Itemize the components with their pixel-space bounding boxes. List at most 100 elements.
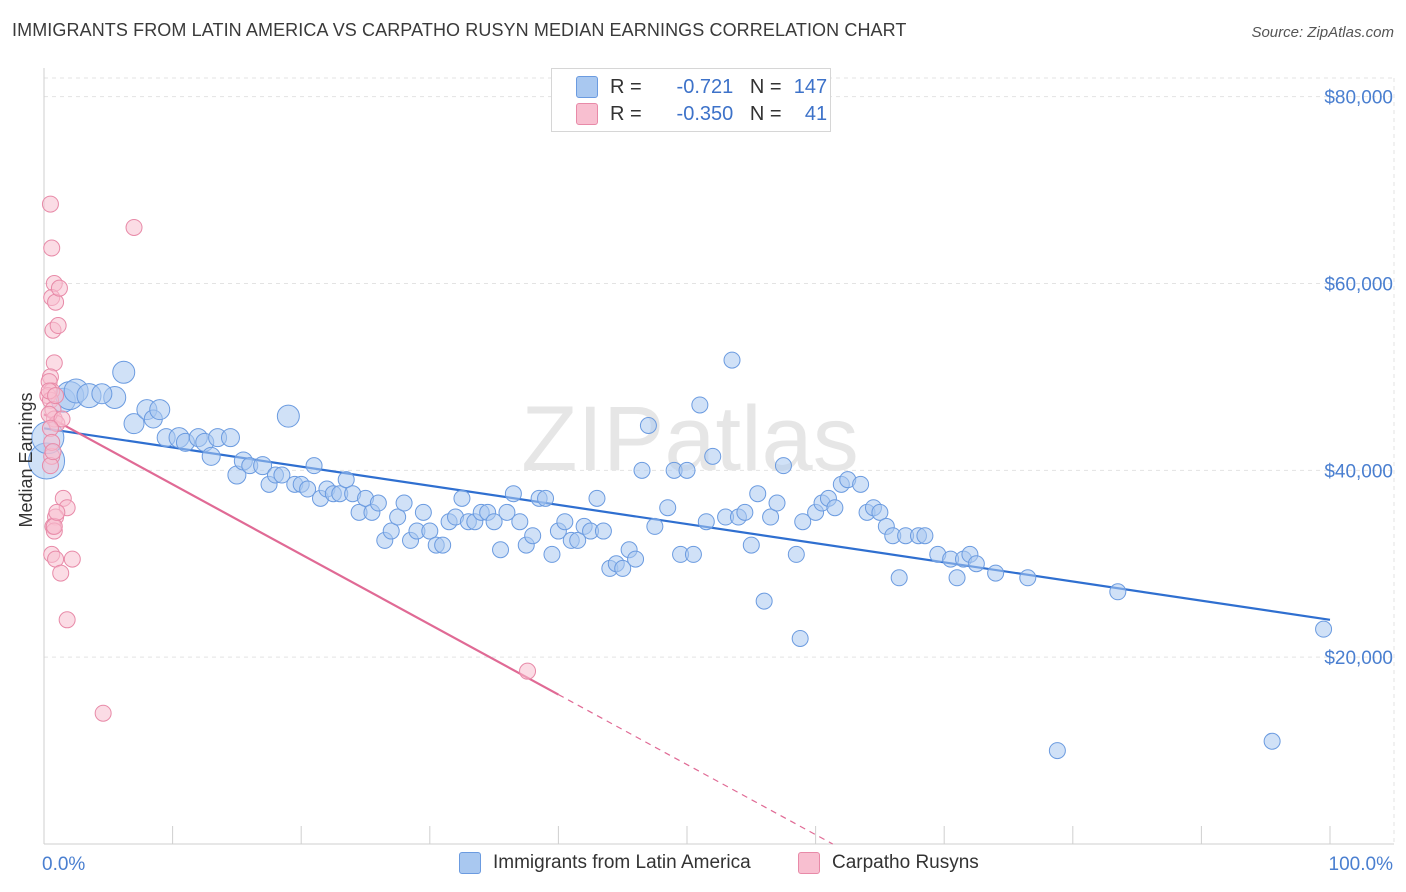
x-tick-label: 100.0% bbox=[1329, 854, 1394, 875]
point-carpatho-rusyn bbox=[94, 704, 112, 722]
point-latin-america bbox=[852, 475, 870, 493]
trend-line-extrapolated bbox=[558, 694, 834, 845]
point-latin-america bbox=[1019, 569, 1037, 587]
legend-swatch-pink bbox=[576, 103, 598, 125]
point-latin-america bbox=[1109, 583, 1127, 601]
point-latin-america bbox=[453, 489, 471, 507]
point-latin-america bbox=[742, 536, 760, 554]
point-latin-america bbox=[485, 513, 503, 531]
point-carpatho-rusyn bbox=[49, 317, 67, 335]
point-latin-america bbox=[201, 446, 221, 466]
point-carpatho-rusyn bbox=[45, 354, 63, 372]
point-carpatho-rusyn bbox=[45, 517, 63, 535]
legend-n-value: 147 bbox=[793, 75, 828, 98]
legend-row-carpatho-rusyns: R = -0.350 N = 41 bbox=[576, 102, 827, 126]
point-latin-america bbox=[791, 629, 809, 647]
point-latin-america bbox=[273, 466, 291, 484]
bottom-legend-carpatho-rusyns: Carpatho Rusyns bbox=[798, 852, 979, 874]
bottom-legend-latin-america: Immigrants from Latin America bbox=[459, 852, 751, 874]
point-latin-america bbox=[639, 417, 657, 435]
point-latin-america bbox=[646, 517, 664, 535]
point-carpatho-rusyn bbox=[43, 239, 61, 257]
legend-r-value: -0.721 bbox=[676, 75, 734, 98]
y-tick-label: $40,000 bbox=[1324, 461, 1393, 482]
point-latin-america bbox=[723, 351, 741, 369]
legend-r-label: R = bbox=[610, 75, 642, 98]
bottom-legend-label: Carpatho Rusyns bbox=[832, 852, 979, 873]
point-latin-america bbox=[492, 541, 510, 559]
point-latin-america bbox=[123, 413, 145, 435]
point-latin-america bbox=[826, 499, 844, 517]
point-latin-america bbox=[794, 513, 812, 531]
point-latin-america bbox=[704, 447, 722, 465]
tick-labels: $20,000 $40,000 $60,000 $80,000 0.0% 100.0% bbox=[42, 88, 1393, 875]
point-latin-america bbox=[787, 545, 805, 563]
point-latin-america bbox=[987, 564, 1005, 582]
point-latin-america bbox=[749, 485, 767, 503]
point-latin-america bbox=[871, 503, 889, 521]
point-latin-america bbox=[691, 396, 709, 414]
legend-n-label: N = bbox=[749, 102, 782, 125]
point-carpatho-rusyn bbox=[63, 550, 81, 568]
point-latin-america bbox=[755, 592, 773, 610]
point-latin-america bbox=[697, 513, 715, 531]
point-latin-america bbox=[149, 399, 171, 421]
point-carpatho-rusyn bbox=[50, 279, 68, 297]
point-latin-america bbox=[511, 513, 529, 531]
y-axis-label: Median Earnings bbox=[16, 392, 36, 527]
point-latin-america bbox=[524, 527, 542, 545]
point-latin-america bbox=[498, 503, 516, 521]
point-latin-america bbox=[389, 508, 407, 526]
point-latin-america bbox=[543, 545, 561, 563]
point-latin-america bbox=[414, 503, 432, 521]
point-latin-america bbox=[569, 531, 587, 549]
y-tick-label: $80,000 bbox=[1324, 88, 1393, 109]
point-latin-america bbox=[299, 480, 317, 498]
point-carpatho-rusyn bbox=[52, 564, 70, 582]
point-latin-america bbox=[305, 457, 323, 475]
point-carpatho-rusyn bbox=[41, 195, 59, 213]
point-carpatho-rusyn bbox=[58, 611, 76, 629]
point-latin-america bbox=[220, 428, 240, 448]
point-latin-america bbox=[91, 383, 113, 405]
point-latin-america bbox=[916, 527, 934, 545]
data-points bbox=[28, 195, 1333, 760]
point-latin-america bbox=[684, 545, 702, 563]
point-latin-america bbox=[627, 550, 645, 568]
point-latin-america bbox=[967, 555, 985, 573]
bottom-legend-swatch-blue bbox=[459, 852, 481, 874]
y-tick-label: $20,000 bbox=[1324, 648, 1393, 669]
legend-n-label: N = bbox=[749, 75, 782, 98]
point-latin-america bbox=[556, 513, 574, 531]
point-latin-america bbox=[588, 489, 606, 507]
point-latin-america bbox=[762, 508, 780, 526]
point-latin-america bbox=[434, 536, 452, 554]
point-latin-america bbox=[1315, 620, 1333, 638]
correlation-legend: R = -0.721 N = 147 R = -0.350 N = 41 bbox=[551, 68, 831, 132]
point-latin-america bbox=[736, 503, 754, 521]
bottom-legend-swatch-pink bbox=[798, 852, 820, 874]
point-carpatho-rusyn bbox=[44, 443, 62, 461]
point-latin-america bbox=[948, 569, 966, 587]
point-latin-america bbox=[594, 522, 612, 540]
point-carpatho-rusyn bbox=[519, 662, 537, 680]
x-tick-label: 0.0% bbox=[42, 854, 85, 875]
point-carpatho-rusyn bbox=[47, 293, 65, 311]
point-latin-america bbox=[774, 457, 792, 475]
bottom-legend-label: Immigrants from Latin America bbox=[493, 852, 751, 873]
point-carpatho-rusyn bbox=[41, 419, 59, 437]
legend-swatch-blue bbox=[576, 76, 598, 98]
point-latin-america bbox=[537, 489, 555, 507]
source-credit: Source: ZipAtlas.com bbox=[1251, 24, 1394, 41]
point-latin-america bbox=[768, 494, 786, 512]
point-latin-america bbox=[337, 471, 355, 489]
point-carpatho-rusyn bbox=[47, 387, 65, 405]
legend-r-label: R = bbox=[610, 102, 642, 125]
trend-line-carpatho-rusyn bbox=[43, 413, 559, 696]
point-carpatho-rusyn bbox=[41, 457, 59, 475]
point-latin-america bbox=[253, 456, 273, 476]
legend-r-value: -0.350 bbox=[676, 102, 734, 125]
point-carpatho-rusyn bbox=[48, 503, 66, 521]
point-latin-america bbox=[395, 494, 413, 512]
